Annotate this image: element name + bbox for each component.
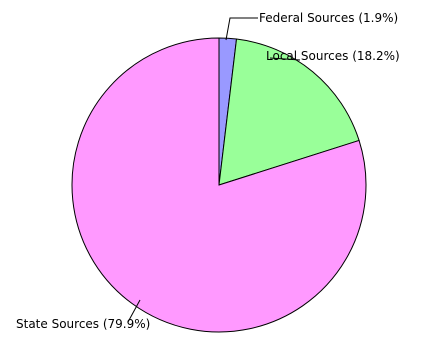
labels-layer: Federal Sources (1.9%) Local Sources (18.… — [16, 11, 400, 331]
leader-line-state-sources — [127, 299, 141, 323]
slices-layer — [71, 37, 367, 333]
leader-lines-layer — [127, 17, 301, 323]
slice-label-federal-sources: Federal Sources (1.9%) — [259, 11, 398, 25]
pie-slice-local-sources — [218, 38, 360, 186]
slice-label-local-sources: Local Sources (18.2%) — [266, 49, 400, 63]
leader-line-federal-sources — [225, 17, 258, 41]
leader-line-local-sources — [269, 57, 301, 61]
pie-slice-state-sources — [71, 37, 367, 333]
slice-label-state-sources: State Sources (79.9%) — [16, 317, 150, 331]
